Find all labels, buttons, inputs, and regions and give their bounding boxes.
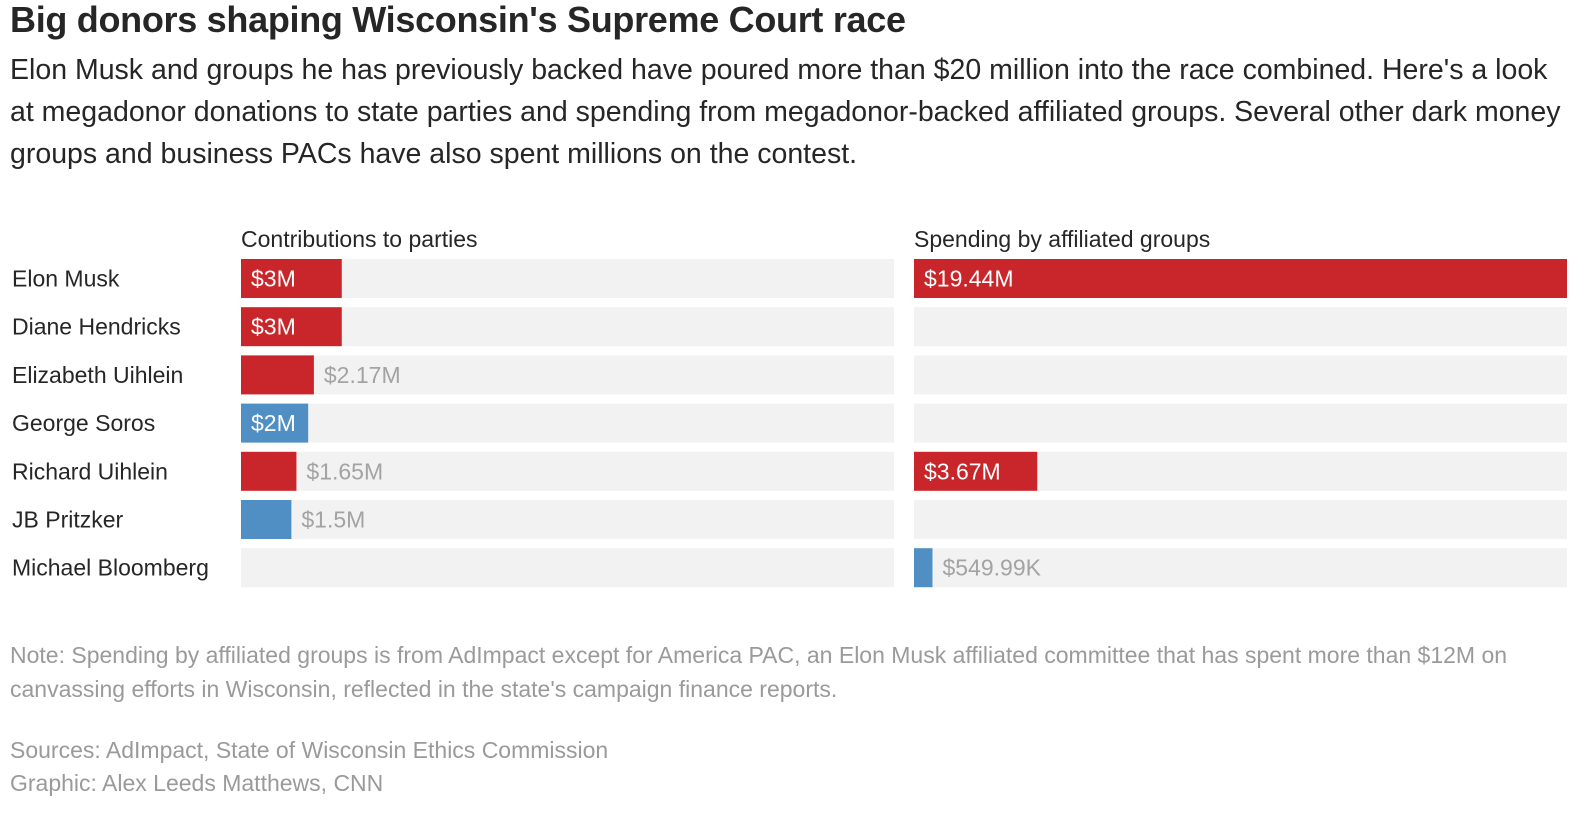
bar-track xyxy=(914,403,1567,443)
panel-title: Spending by affiliated groups xyxy=(914,226,1210,252)
bar-track xyxy=(914,548,1567,588)
bar-track xyxy=(914,500,1567,539)
bar-track xyxy=(241,307,894,347)
chart-title: Big donors shaping Wisconsin's Supreme C… xyxy=(10,0,906,40)
data-label: $19.44M xyxy=(924,266,1014,292)
category-label: Richard Uihlein xyxy=(12,458,168,484)
bar xyxy=(241,355,314,395)
category-label: Elizabeth Uihlein xyxy=(12,362,183,388)
bar-track xyxy=(914,307,1567,347)
bar xyxy=(241,500,292,539)
chart-credit: Graphic: Alex Leeds Matthews, CNN xyxy=(10,770,384,796)
bar xyxy=(241,259,342,298)
category-label: Diane Hendricks xyxy=(12,314,181,340)
bar-track xyxy=(241,548,894,588)
data-label: $1.65M xyxy=(306,458,383,484)
bar xyxy=(241,403,309,443)
data-label: $2.17M xyxy=(324,362,401,388)
category-label: George Soros xyxy=(12,410,155,436)
category-label: JB Pritzker xyxy=(12,507,124,533)
chart-sources: Sources: AdImpact, State of Wisconsin Et… xyxy=(10,737,609,763)
data-label: $2M xyxy=(251,410,296,436)
bar-track xyxy=(241,355,894,395)
bar-track xyxy=(914,355,1567,395)
bar xyxy=(914,259,1567,298)
bar xyxy=(241,307,342,347)
bar-track xyxy=(241,259,894,298)
bar-track xyxy=(241,451,894,491)
data-label: $1.5M xyxy=(301,507,365,533)
bar xyxy=(914,451,1038,491)
data-label: $3M xyxy=(251,314,296,340)
bar-track xyxy=(241,500,894,539)
chart-sources-block: Sources: AdImpact, State of Wisconsin Et… xyxy=(10,734,608,800)
data-label: $549.99K xyxy=(942,555,1041,581)
bar xyxy=(241,451,297,491)
data-label: $3.67M xyxy=(924,458,1001,484)
bar xyxy=(914,548,933,588)
category-label: Michael Bloomberg xyxy=(12,555,209,581)
chart-subtitle: Elon Musk and groups he has previously b… xyxy=(10,54,1561,170)
bar-chart: Elon Musk Diane Hendricks Elizabeth Uihlei… xyxy=(12,226,1567,588)
category-label: Elon Musk xyxy=(12,266,120,292)
chart-note: Note: Spending by affiliated groups is f… xyxy=(10,642,1508,702)
panel-title: Contributions to parties xyxy=(241,226,478,252)
bar-track xyxy=(241,403,894,443)
data-label: $3M xyxy=(251,266,296,292)
